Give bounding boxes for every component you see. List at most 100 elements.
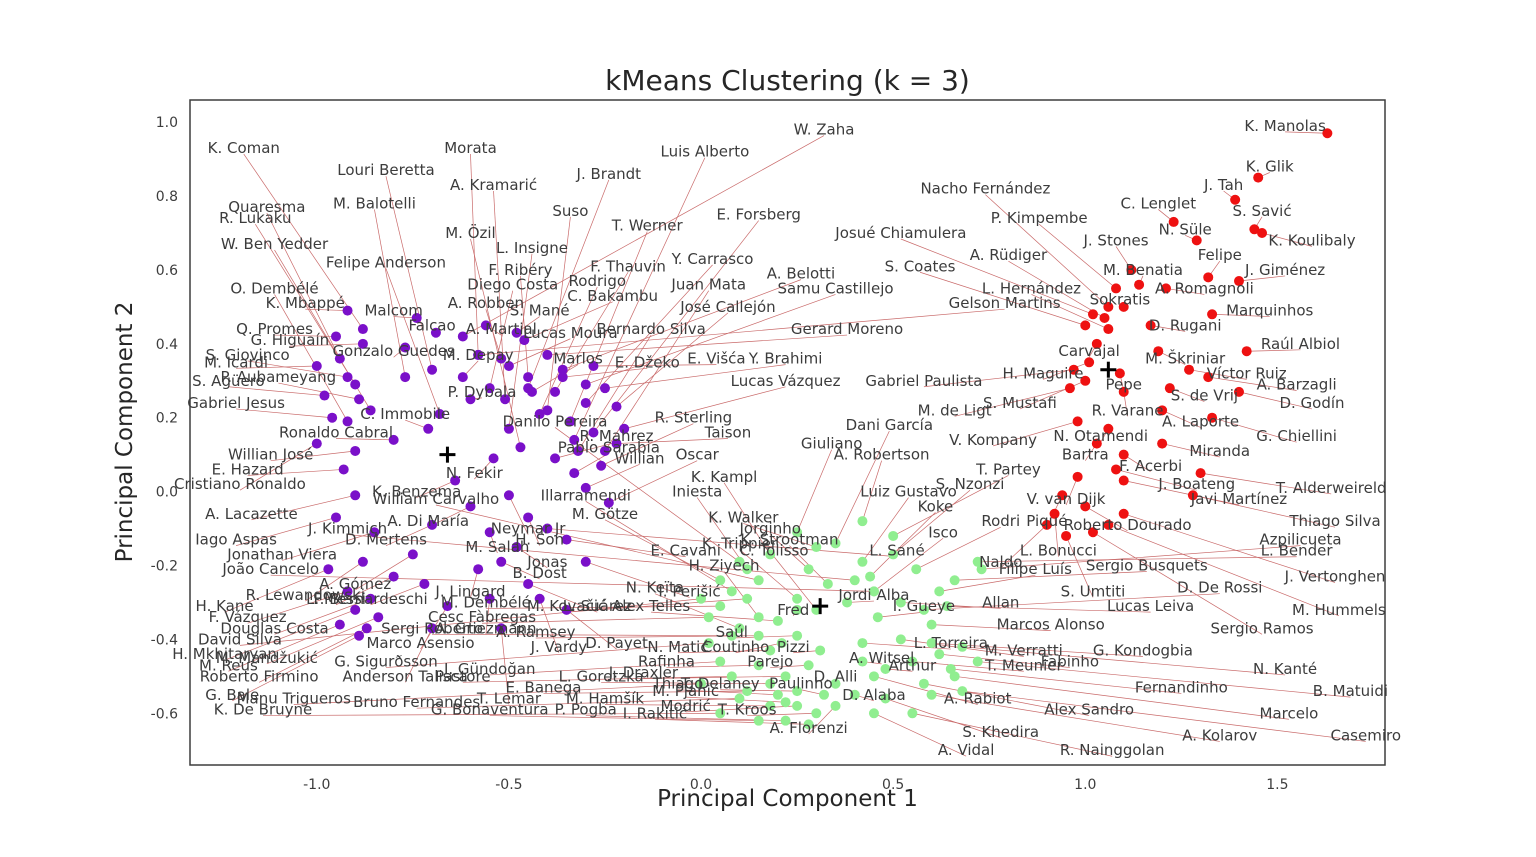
scatter-point <box>580 379 591 390</box>
scatter-point <box>526 386 537 397</box>
label-arrow <box>604 364 786 390</box>
label-arrow <box>489 715 759 723</box>
label-arrow <box>1000 524 1048 569</box>
player-label: Y. Carrasco <box>671 250 754 268</box>
scatter-point <box>868 708 879 719</box>
player-label: A. Belotti <box>767 265 835 283</box>
scatter-point <box>918 604 929 615</box>
player-label: Rafinha <box>638 653 695 671</box>
player-label: F. Bernardeschi <box>313 590 427 608</box>
player-label: C. Tolisso <box>740 542 809 560</box>
player-label: Nacho Fernández <box>920 180 1050 198</box>
scatter-point <box>1207 309 1218 320</box>
label-arrow <box>981 545 1301 571</box>
player-label: Josué Chiamulera <box>834 224 966 242</box>
player-label: L. Bender <box>1261 542 1334 560</box>
scatter-point <box>941 601 952 612</box>
scatter-point <box>792 700 803 711</box>
scatter-point <box>815 645 826 656</box>
axes-frame <box>189 99 1386 766</box>
scatter-point <box>550 386 561 397</box>
label-arrow <box>462 675 732 683</box>
label-arrow <box>1065 535 1094 598</box>
scatter-point <box>1103 324 1114 335</box>
player-label: J. Tah <box>1203 176 1243 194</box>
label-arrow <box>236 408 333 419</box>
label-arrow <box>873 712 967 757</box>
label-arrow <box>654 593 740 629</box>
player-label: W. Zaha <box>794 121 855 139</box>
scatter-point <box>830 700 841 711</box>
scatter-point <box>1084 357 1095 368</box>
scatter-point <box>503 490 514 501</box>
player-label: C. Lenglet <box>1120 194 1196 212</box>
scatter-point <box>926 619 937 630</box>
label-arrow <box>862 497 909 563</box>
scatter-point <box>311 438 322 449</box>
scatter-point <box>780 671 791 682</box>
scatter-point <box>323 564 334 575</box>
scatter-point <box>1207 412 1218 423</box>
player-label: Quaresma <box>228 198 305 216</box>
player-label: Bartra <box>1062 446 1109 464</box>
scatter-point <box>1118 475 1129 486</box>
player-label: M. Hummels <box>1292 601 1386 619</box>
scatter-point <box>599 445 610 456</box>
label-arrow <box>1042 361 1090 380</box>
label-arrow <box>919 271 1086 326</box>
player-label: Pepe <box>1105 375 1142 393</box>
player-label: M. Götze <box>572 505 638 523</box>
scatter-point <box>926 638 937 649</box>
scatter-point <box>1111 464 1122 475</box>
player-label: H. Ziyech <box>689 557 760 575</box>
scatter-point <box>473 349 484 360</box>
scatter-point <box>857 516 868 527</box>
label-arrow <box>666 663 759 668</box>
player-label: Luiz Gustavo <box>860 483 956 501</box>
label-arrow <box>247 468 344 476</box>
label-arrow <box>977 660 1351 698</box>
player-label: O. Dembélé <box>230 279 318 297</box>
player-label: M. Özil <box>445 223 496 242</box>
label-arrow <box>616 312 729 407</box>
label-arrow <box>1019 380 1086 410</box>
scatter-point <box>696 678 707 689</box>
scatter-point <box>1184 364 1195 375</box>
player-label: L. Goretzka <box>559 667 644 685</box>
player-label: Marcelo <box>1260 704 1319 722</box>
player-label: B. Matuidi <box>1313 682 1388 700</box>
scatter-point <box>503 361 514 371</box>
scatter-point <box>792 593 803 604</box>
player-label: G. Sigurðsson <box>334 653 438 671</box>
player-label: T. Kroos <box>717 701 777 719</box>
y-tick-label: 0.6 <box>156 263 178 279</box>
player-label: Iago Aspas <box>195 531 277 549</box>
scatter-point <box>357 324 368 335</box>
label-arrow <box>305 561 364 602</box>
scatter-point <box>334 353 345 364</box>
player-label: L. Hernández <box>982 279 1081 297</box>
player-label: L. Torreira <box>914 634 988 652</box>
label-arrow <box>385 641 709 668</box>
scatter-point <box>523 578 534 589</box>
label-arrow <box>869 512 936 577</box>
label-arrow <box>912 712 1113 757</box>
scatter-point <box>1157 405 1168 416</box>
label-arrow <box>862 641 951 650</box>
label-arrow <box>432 633 732 638</box>
label-arrow <box>266 616 379 665</box>
scatter-point <box>1080 320 1091 331</box>
player-label: Thiago <box>652 675 704 693</box>
scatter-point <box>1160 283 1171 294</box>
label-arrow <box>527 179 610 389</box>
label-arrow <box>954 387 1071 417</box>
player-label: M. Hamšík <box>566 690 645 708</box>
player-label: Lucas Vázquez <box>731 372 841 390</box>
player-label: Alex Telles <box>612 597 690 615</box>
label-arrow <box>954 675 1289 720</box>
scatter-point <box>369 527 380 538</box>
label-arrow <box>1123 513 1336 583</box>
label-arrow <box>278 382 360 401</box>
